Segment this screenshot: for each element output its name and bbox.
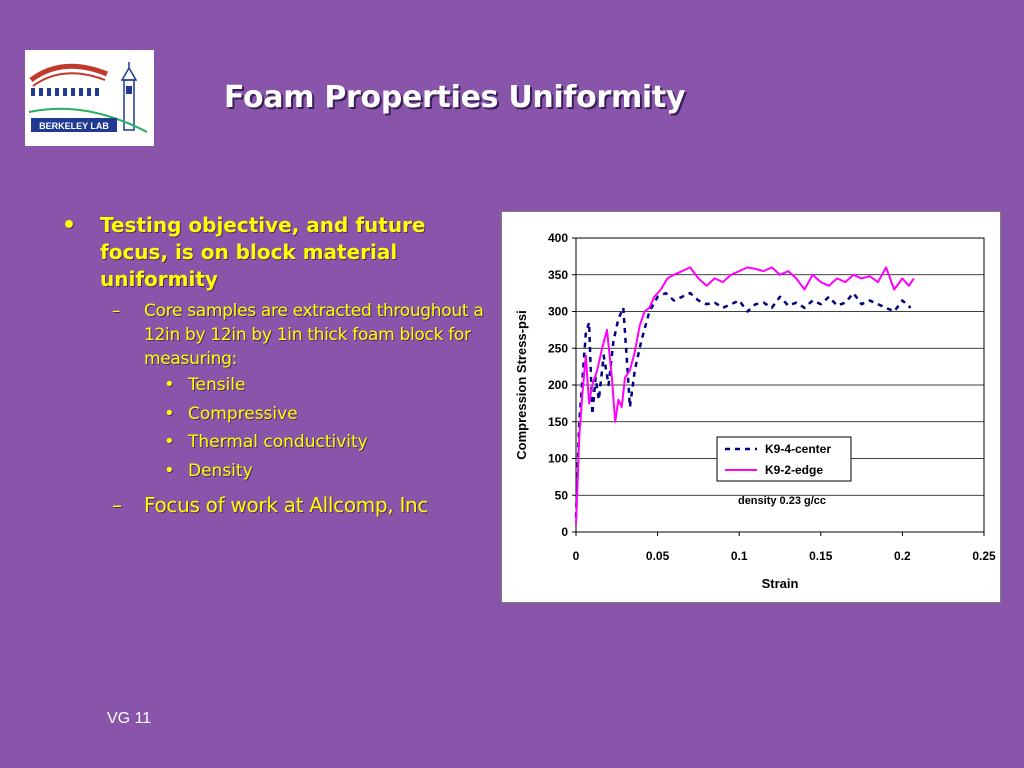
sub-bullet-text: Focus of work at Allcomp, Inc xyxy=(144,493,429,517)
sub-bullet-core-samples: – Core samples are extracted throughout … xyxy=(112,299,492,371)
y-tick-label: 0 xyxy=(561,525,568,539)
bullet-mark: • xyxy=(164,459,175,481)
y-tick-label: 100 xyxy=(548,452,568,466)
bullet-mark: • xyxy=(62,213,77,238)
item-text: Density xyxy=(188,460,253,481)
chart-annotation: density 0.23 g/cc xyxy=(738,495,826,507)
x-tick-label: 0.2 xyxy=(894,549,911,563)
dash-mark: – xyxy=(112,301,121,321)
y-tick-label: 250 xyxy=(548,341,568,355)
item-thermal-conductivity: • Thermal conductivity xyxy=(164,428,492,457)
y-tick-label: 350 xyxy=(548,268,568,282)
legend-box xyxy=(716,436,852,482)
x-tick-label: 0.15 xyxy=(809,549,833,563)
chart-svg: 0 50 100 150 200 250 300 350 400 0 0.05 0.1 0.15 0.2 0… xyxy=(514,231,996,591)
sub-bullet-allcomp: – Focus of work at Allcomp, Inc xyxy=(112,493,492,517)
y-axis-label: Compression Stress-psi xyxy=(514,310,529,460)
plot-area xyxy=(575,237,985,533)
y-tick-label: 150 xyxy=(548,415,568,429)
sub-bullet-text: Core samples are extracted throughout a … xyxy=(144,301,484,369)
bullet-mark: • xyxy=(164,402,175,424)
logo-text: BERKELEY LAB xyxy=(39,121,109,131)
legend-entry: K9-4-center xyxy=(765,442,831,456)
x-tick-label: 0 xyxy=(573,549,580,563)
main-bullet-text: Testing objective, and future focus, is … xyxy=(100,213,426,291)
slide-title: Foam Properties Uniformity xyxy=(224,80,686,115)
bullet-mark: • xyxy=(164,374,175,395)
stress-strain-chart: 0 50 100 150 200 250 300 350 400 0 0.05 0.1 0.15 0.2 0… xyxy=(501,211,1001,603)
dash-mark: – xyxy=(112,493,122,517)
main-bullet: • Testing objective, and future focus, i… xyxy=(62,212,492,293)
legend-entry: K9-2-edge xyxy=(765,463,823,477)
x-axis-label: Strain xyxy=(762,576,799,591)
y-tick-label: 300 xyxy=(548,305,568,319)
item-compressive: • Compressive xyxy=(164,400,492,429)
y-tick-label: 200 xyxy=(548,378,568,392)
berkeley-lab-logo: BERKELEY LAB xyxy=(25,50,154,146)
bullet-mark: • xyxy=(164,431,175,452)
item-density: • Density xyxy=(164,457,492,486)
item-text: Tensile xyxy=(188,375,246,395)
bullet-list: • Testing objective, and future focus, i… xyxy=(62,212,492,517)
x-tick-label: 0.05 xyxy=(646,549,670,563)
item-text: Thermal conductivity xyxy=(188,432,368,452)
x-tick-label: 0.1 xyxy=(731,549,748,563)
item-tensile: • Tensile xyxy=(164,371,492,400)
x-tick-label: 0.25 xyxy=(972,549,996,563)
series-line-k9-4-center xyxy=(574,291,912,518)
item-text: Compressive xyxy=(188,403,298,424)
series-line-k9-2-edge xyxy=(575,266,915,525)
slide-number: VG 11 xyxy=(107,710,152,727)
berkeley-lab-logo-graphic: BERKELEY LAB xyxy=(28,62,148,133)
y-tick-label: 400 xyxy=(548,231,568,245)
y-tick-label: 50 xyxy=(555,488,569,502)
